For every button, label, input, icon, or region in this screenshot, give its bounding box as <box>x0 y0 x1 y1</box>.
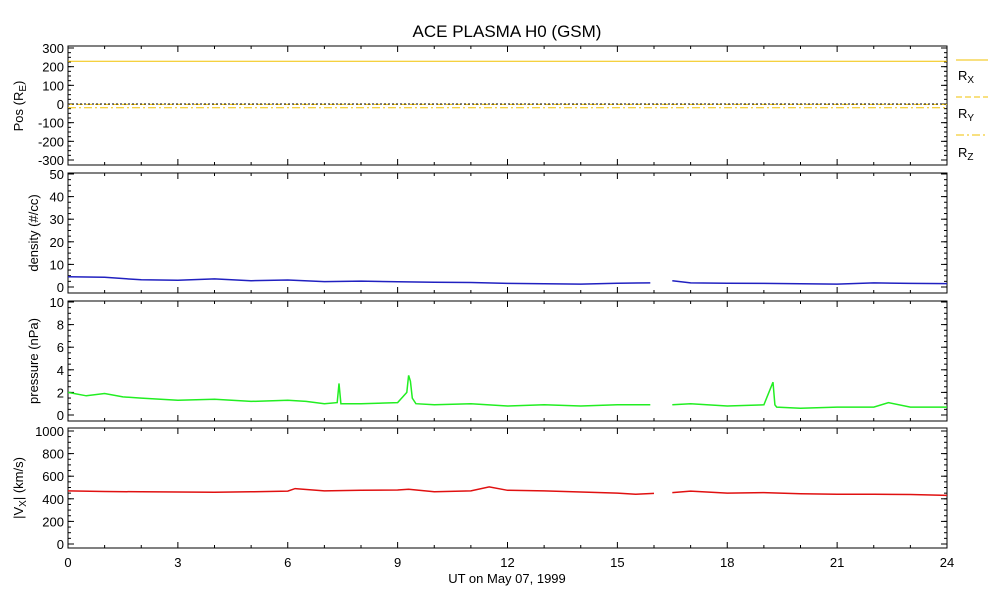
y-tick-label: 0 <box>57 280 64 295</box>
y-tick-label: 0 <box>57 537 64 552</box>
velocity-series <box>67 486 948 497</box>
y-tick-label: -200 <box>38 134 64 149</box>
velocity-panel: 1000 800 600 400 200 0 |VX| (km/s) <box>11 424 948 552</box>
density-plot-frame <box>67 172 948 294</box>
position-plot-frame <box>67 45 948 166</box>
y-tick-label: 0 <box>57 97 64 112</box>
y-tick-label: 800 <box>42 447 64 462</box>
y-tick-label: 10 <box>50 257 64 272</box>
legend-rx-label: RX <box>958 68 974 86</box>
velocity-ylabel: |VX| (km/s) <box>11 457 29 519</box>
y-tick-label: 400 <box>42 492 64 507</box>
y-tick-label: 50 <box>50 167 64 182</box>
position-panel: 300 200 100 0 -100 -200 -300 Pos (RE) RX RY RZ <box>11 41 988 168</box>
y-tick-label: 100 <box>42 78 64 93</box>
y-tick-label: 600 <box>42 469 64 484</box>
density-ticks: 50 40 30 20 10 0 <box>50 167 948 295</box>
y-tick-label: 10 <box>50 295 64 310</box>
y-tick-label: 2 <box>57 385 64 400</box>
pressure-ticks: 10 8 6 4 2 0 <box>50 295 948 423</box>
pressure-ylabel: pressure (nPa) <box>26 318 41 404</box>
y-tick-label: 0 <box>57 408 64 423</box>
density-series-density-line <box>67 276 948 285</box>
y-tick-label: 1000 <box>35 424 64 439</box>
x-tick-label: 18 <box>720 555 734 570</box>
position-ylabel: Pos (RE) <box>11 81 29 132</box>
pressure-series <box>67 375 947 409</box>
velocity-series-velocity-line <box>67 486 948 497</box>
legend-ry-label: RY <box>958 106 974 124</box>
y-tick-label: 200 <box>42 60 64 75</box>
velocity-plot-frame <box>67 427 948 549</box>
position-series <box>68 60 947 109</box>
density-ylabel: density (#/cc) <box>26 194 41 271</box>
y-tick-label: -300 <box>38 153 64 168</box>
density-panel: 50 40 30 20 10 0 density (#/cc) <box>26 167 948 295</box>
y-tick-label: -100 <box>38 116 64 131</box>
figure-title: ACE PLASMA H0 (GSM) <box>413 22 602 41</box>
x-tick-label: 15 <box>610 555 624 570</box>
x-tick-labels: 0 3 6 9 12 15 18 21 24 <box>64 555 954 570</box>
y-tick-label: 20 <box>50 235 64 250</box>
velocity-ticks: 1000 800 600 400 200 0 <box>35 424 948 552</box>
legend-rz-label: RZ <box>958 145 974 163</box>
x-tick-label: 3 <box>174 555 181 570</box>
x-tick-label: 21 <box>830 555 844 570</box>
x-tick-label: 0 <box>64 555 71 570</box>
y-tick-label: 4 <box>57 363 64 378</box>
x-tick-label: 9 <box>394 555 401 570</box>
x-tick-label: 6 <box>284 555 291 570</box>
y-tick-label: 8 <box>57 318 64 333</box>
position-legend: RX RY RZ <box>956 59 988 163</box>
y-tick-label: 6 <box>57 340 64 355</box>
y-tick-label: 300 <box>42 41 64 56</box>
x-axis-label: UT on May 07, 1999 <box>448 571 566 586</box>
y-tick-label: 40 <box>50 190 64 205</box>
y-tick-label: 200 <box>42 514 64 529</box>
pressure-panel: 10 8 6 4 2 0 pressure (nPa) <box>26 295 948 423</box>
y-tick-label: 30 <box>50 212 64 227</box>
pressure-series-pressure-line <box>67 375 947 409</box>
x-tick-label: 24 <box>940 555 954 570</box>
x-tick-label: 12 <box>500 555 514 570</box>
density-series <box>67 276 948 285</box>
pressure-plot-frame <box>67 300 948 422</box>
